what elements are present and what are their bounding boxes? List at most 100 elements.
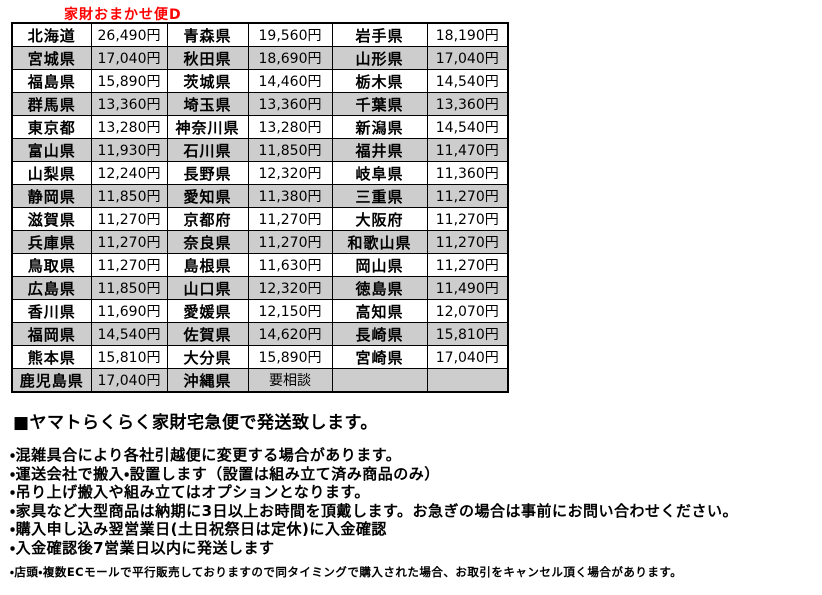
table-row: 静岡県 11,850円 愛知県 11,380円 三重県 11,270円 [11, 184, 509, 208]
prefecture-cell: 岐阜県 [331, 161, 428, 185]
price-cell: 17,040円 [426, 46, 509, 70]
prefecture-cell: 富山県 [11, 138, 92, 162]
prefecture-cell: 神奈川県 [166, 115, 249, 139]
note-bullet: ・混雑具合により各社引越便に変更する場合があります。 [10, 446, 402, 464]
table-row: 群馬県 13,360円 埼玉県 13,360円 千葉県 13,360円 [11, 92, 509, 116]
prefecture-cell: 山形県 [331, 46, 428, 70]
price-cell: 12,150円 [247, 299, 333, 323]
prefecture-cell: 香川県 [11, 299, 92, 323]
prefecture-cell: 埼玉県 [166, 92, 249, 116]
price-cell: 12,320円 [247, 161, 333, 185]
price-cell: 11,850円 [90, 184, 168, 208]
prefecture-cell: 大分県 [166, 345, 249, 369]
shipping-table-body: 北海道 26,490円 青森県 19,560円 岩手県 18,190円 宮城県 17,040円… [11, 22, 509, 393]
prefecture-cell: 北海道 [11, 22, 92, 47]
price-cell: 11,490円 [426, 276, 509, 300]
prefecture-cell: 鳥取県 [11, 253, 92, 277]
note-bullet: ・入金確認後7営業日以内に発送します [10, 538, 275, 557]
note-bullet: ・家具など大型商品は納期に3日以上お時間を頂戴します。お急ぎの場合は事前にお問い… [10, 501, 739, 520]
notes-footnote: ・店頭・複数ECモールで平行販売しておりますので同タイミングで購入された場合、お… [10, 565, 683, 579]
price-cell: 11,270円 [426, 207, 509, 231]
prefecture-cell: 愛知県 [166, 184, 249, 208]
prefecture-cell: 兵庫県 [11, 230, 92, 254]
prefecture-cell: 青森県 [166, 22, 249, 47]
price-cell: 11,270円 [426, 253, 509, 277]
prefecture-cell: 福井県 [331, 138, 428, 162]
prefecture-cell: 群馬県 [11, 92, 92, 116]
price-cell: 12,070円 [426, 299, 509, 323]
notes-heading: ■ヤマトらくらく家財宅急便で発送致します。 [13, 413, 378, 433]
prefecture-cell: 鹿児島県 [11, 368, 92, 393]
prefecture-cell: 奈良県 [166, 230, 249, 254]
price-cell: 15,810円 [426, 322, 509, 346]
table-row: 熊本県 15,810円 大分県 15,890円 宮崎県 17,040円 [11, 345, 509, 369]
table-row: 山梨県 12,240円 長野県 12,320円 岐阜県 11,360円 [11, 161, 509, 185]
price-cell: 17,040円 [90, 368, 168, 393]
prefecture-cell: 宮崎県 [331, 345, 428, 369]
prefecture-cell [331, 368, 428, 393]
prefecture-cell: 島根県 [166, 253, 249, 277]
price-cell: 11,380円 [247, 184, 333, 208]
price-cell: 11,270円 [426, 184, 509, 208]
prefecture-cell: 和歌山県 [331, 230, 428, 254]
table-row: 鳥取県 11,270円 島根県 11,630円 岡山県 11,270円 [11, 253, 509, 277]
price-cell: 12,320円 [247, 276, 333, 300]
notes-bullets: ・混雑具合により各社引越便に変更する場合があります。 ・運送会社で搬入・設置します… [10, 446, 818, 557]
price-cell: 11,470円 [426, 138, 509, 162]
price-cell: 17,040円 [426, 345, 509, 369]
prefecture-cell: 山口県 [166, 276, 249, 300]
price-cell: 18,690円 [247, 46, 333, 70]
price-cell: 14,540円 [90, 322, 168, 346]
note-bullet: ・購入申し込み翌営業日(土日祝祭日は定休)に入金確認 [10, 520, 387, 538]
prefecture-cell: 沖縄県 [166, 368, 249, 393]
prefecture-cell: 東京都 [11, 115, 92, 139]
price-cell: 14,620円 [247, 322, 333, 346]
price-cell: 14,540円 [426, 69, 509, 93]
price-cell: 13,360円 [426, 92, 509, 116]
price-cell: 15,890円 [247, 345, 333, 369]
prefecture-cell: 宮城県 [11, 46, 92, 70]
table-row: 宮城県 17,040円 秋田県 18,690円 山形県 17,040円 [11, 46, 509, 70]
price-cell [426, 368, 509, 393]
price-cell: 11,690円 [90, 299, 168, 323]
shipping-plan-title: 家財おまかせ便D [64, 7, 182, 23]
prefecture-cell: 広島県 [11, 276, 92, 300]
table-row: 福岡県 14,540円 佐賀県 14,620円 長崎県 15,810円 [11, 322, 509, 346]
table-row: 兵庫県 11,270円 奈良県 11,270円 和歌山県 11,270円 [11, 230, 509, 254]
price-cell: 11,270円 [247, 207, 333, 231]
prefecture-cell: 新潟県 [331, 115, 428, 139]
price-cell: 13,360円 [90, 92, 168, 116]
price-cell: 14,460円 [247, 69, 333, 93]
note-bullet: ・運送会社で搬入・設置します（設置は組み立て済み商品のみ） [10, 464, 440, 483]
price-cell: 26,490円 [90, 22, 168, 47]
prefecture-cell: 熊本県 [11, 345, 92, 369]
price-cell: 11,270円 [90, 207, 168, 231]
price-cell: 15,890円 [90, 69, 168, 93]
price-cell: 13,360円 [247, 92, 333, 116]
price-cell: 要相談 [247, 368, 333, 393]
price-cell: 15,810円 [90, 345, 168, 369]
price-cell: 11,850円 [247, 138, 333, 162]
price-cell: 11,270円 [90, 230, 168, 254]
table-row: 東京都 13,280円 神奈川県 13,280円 新潟県 14,540円 [11, 115, 509, 139]
prefecture-cell: 石川県 [166, 138, 249, 162]
price-cell: 13,280円 [247, 115, 333, 139]
table-row: 鹿児島県 17,040円 沖縄県 要相談 [11, 368, 509, 393]
table-row: 北海道 26,490円 青森県 19,560円 岩手県 18,190円 [11, 22, 509, 47]
price-cell: 11,850円 [90, 276, 168, 300]
price-cell: 12,240円 [90, 161, 168, 185]
price-cell: 11,270円 [426, 230, 509, 254]
table-row: 福島県 15,890円 茨城県 14,460円 栃木県 14,540円 [11, 69, 509, 93]
prefecture-cell: 山梨県 [11, 161, 92, 185]
prefecture-cell: 岩手県 [331, 22, 428, 47]
prefecture-cell: 高知県 [331, 299, 428, 323]
prefecture-cell: 長野県 [166, 161, 249, 185]
price-cell: 11,630円 [247, 253, 333, 277]
prefecture-cell: 愛媛県 [166, 299, 249, 323]
price-cell: 19,560円 [247, 22, 333, 47]
table-row: 滋賀県 11,270円 京都府 11,270円 大阪府 11,270円 [11, 207, 509, 231]
price-cell: 13,280円 [90, 115, 168, 139]
price-cell: 11,270円 [90, 253, 168, 277]
prefecture-cell: 徳島県 [331, 276, 428, 300]
